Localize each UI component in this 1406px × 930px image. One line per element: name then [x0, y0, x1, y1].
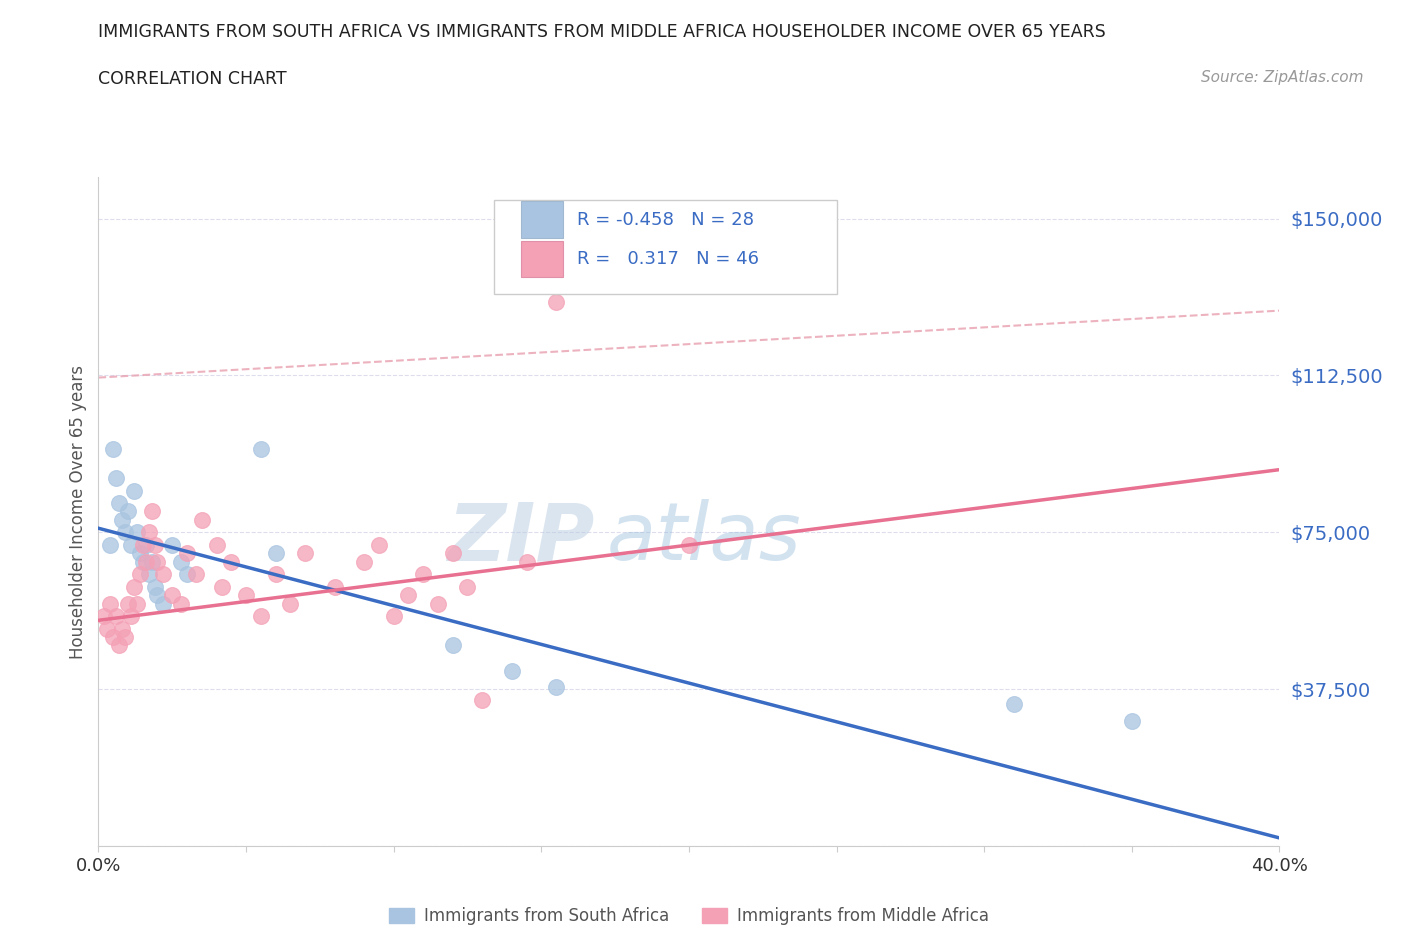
Point	[184, 567, 207, 582]
Point	[96, 621, 118, 636]
Point	[264, 567, 287, 582]
Point	[138, 567, 160, 582]
Point	[544, 295, 567, 310]
Text: R = -0.458   N = 28: R = -0.458 N = 28	[576, 211, 754, 229]
Point	[141, 504, 163, 519]
Point	[368, 538, 391, 552]
Point	[93, 609, 115, 624]
Point	[219, 554, 242, 569]
Point	[132, 554, 155, 569]
Point	[138, 525, 160, 540]
Point	[176, 546, 198, 561]
Point	[441, 638, 464, 653]
Point	[117, 596, 139, 611]
Point	[211, 579, 233, 594]
Point	[108, 496, 131, 511]
FancyBboxPatch shape	[522, 202, 562, 238]
Point	[515, 554, 537, 569]
Point	[152, 596, 174, 611]
Point	[114, 630, 136, 644]
Point	[162, 588, 183, 603]
Point	[264, 546, 287, 561]
Point	[278, 596, 302, 611]
Point	[323, 579, 346, 594]
Point	[396, 588, 419, 603]
Point	[427, 596, 450, 611]
Point	[170, 596, 193, 611]
Point	[162, 538, 183, 552]
Point	[146, 588, 169, 603]
FancyBboxPatch shape	[494, 200, 837, 294]
Point	[108, 638, 131, 653]
Point	[103, 630, 125, 644]
Point	[128, 546, 150, 561]
Text: ZIP: ZIP	[447, 499, 595, 578]
Point	[132, 538, 155, 552]
Point	[143, 538, 166, 552]
Point	[122, 484, 145, 498]
Point	[125, 525, 148, 540]
Point	[105, 609, 128, 624]
Point	[1121, 713, 1143, 728]
Point	[191, 512, 214, 527]
Point	[125, 596, 148, 611]
Point	[353, 554, 375, 569]
Point	[98, 596, 121, 611]
Point	[250, 609, 273, 624]
Point	[135, 554, 157, 569]
Point	[146, 554, 169, 569]
Point	[103, 442, 125, 457]
Text: Source: ZipAtlas.com: Source: ZipAtlas.com	[1201, 70, 1364, 85]
Point	[1002, 697, 1025, 711]
Point	[120, 538, 142, 552]
Point	[111, 512, 134, 527]
Point	[105, 471, 128, 485]
Point	[678, 538, 700, 552]
Point	[544, 680, 567, 695]
Point	[441, 546, 464, 561]
Point	[128, 567, 150, 582]
FancyBboxPatch shape	[522, 241, 562, 277]
Y-axis label: Householder Income Over 65 years: Householder Income Over 65 years	[69, 365, 87, 658]
Point	[382, 609, 405, 624]
Point	[170, 554, 193, 569]
Point	[501, 663, 523, 678]
Point	[176, 567, 198, 582]
Point	[152, 567, 174, 582]
Point	[143, 579, 166, 594]
Point	[120, 609, 142, 624]
Point	[141, 554, 163, 569]
Point	[412, 567, 434, 582]
Point	[117, 504, 139, 519]
Point	[471, 692, 494, 708]
Point	[250, 442, 273, 457]
Point	[456, 579, 478, 594]
Text: CORRELATION CHART: CORRELATION CHART	[98, 70, 287, 87]
Point	[135, 538, 157, 552]
Point	[111, 621, 134, 636]
Point	[122, 579, 145, 594]
Point	[294, 546, 316, 561]
Point	[235, 588, 257, 603]
Text: IMMIGRANTS FROM SOUTH AFRICA VS IMMIGRANTS FROM MIDDLE AFRICA HOUSEHOLDER INCOME: IMMIGRANTS FROM SOUTH AFRICA VS IMMIGRAN…	[98, 23, 1107, 41]
Point	[114, 525, 136, 540]
Legend: Immigrants from South Africa, Immigrants from Middle Africa: Immigrants from South Africa, Immigrants…	[382, 900, 995, 930]
Text: R =   0.317   N = 46: R = 0.317 N = 46	[576, 250, 759, 268]
Point	[98, 538, 121, 552]
Text: atlas: atlas	[606, 499, 801, 578]
Point	[205, 538, 228, 552]
